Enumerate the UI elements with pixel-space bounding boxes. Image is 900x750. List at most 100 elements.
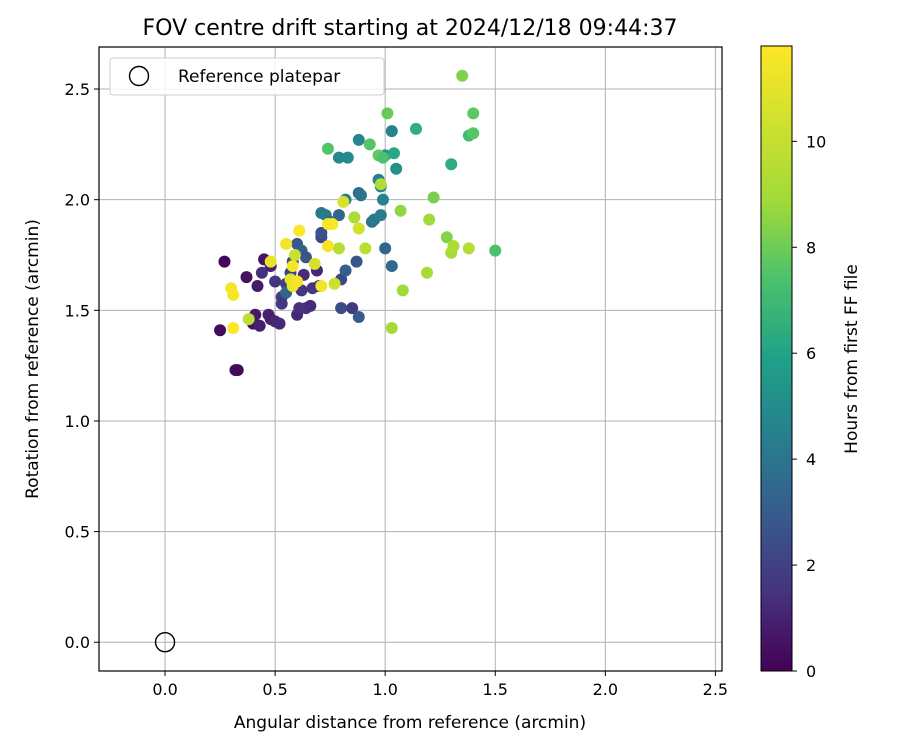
- data-point: [348, 211, 361, 224]
- data-point: [350, 255, 363, 268]
- y-tick-label: 0.5: [65, 523, 90, 542]
- y-axis-label: Rotation from reference (arcmin): [23, 219, 43, 499]
- data-point: [286, 260, 299, 273]
- chart-title: FOV centre drift starting at 2024/12/18 …: [143, 16, 678, 41]
- data-point: [379, 242, 392, 255]
- data-point: [394, 204, 407, 217]
- data-point: [376, 151, 389, 164]
- data-point: [352, 222, 365, 235]
- colorbar-tick-label: 8: [806, 238, 816, 257]
- data-point: [346, 302, 359, 315]
- x-tick-label: 1.0: [372, 680, 397, 699]
- legend-marker-open-circle: [128, 65, 150, 87]
- data-point: [293, 224, 306, 237]
- x-axis-label: Angular distance from reference (arcmin): [234, 713, 586, 733]
- data-point: [321, 142, 334, 155]
- data-point: [337, 195, 350, 208]
- data-point: [332, 209, 345, 222]
- data-point: [308, 257, 321, 270]
- data-point: [218, 255, 231, 268]
- reference-platepar-marker: [154, 632, 176, 653]
- legend-label: Reference platepar: [178, 67, 340, 87]
- colorbar-tick-label: 10: [806, 132, 826, 151]
- colorbar-tick-label: 2: [806, 556, 816, 575]
- plot-frame: [98, 46, 723, 672]
- y-tick-label: 2.0: [65, 191, 90, 210]
- colorbar-tick-label: 0: [806, 662, 816, 681]
- data-point: [280, 237, 293, 250]
- data-point: [447, 240, 460, 253]
- data-point: [229, 364, 242, 377]
- data-point: [381, 107, 394, 120]
- data-point: [315, 279, 328, 292]
- x-tick-label: 0.5: [262, 680, 287, 699]
- data-point: [440, 231, 453, 244]
- data-point: [227, 288, 240, 301]
- y-tick-label: 0.0: [65, 633, 90, 652]
- data-point: [385, 260, 398, 273]
- data-point: [390, 162, 403, 175]
- data-point: [251, 279, 264, 292]
- data-point: [332, 242, 345, 255]
- data-point: [269, 275, 282, 288]
- data-point: [273, 317, 286, 330]
- colorbar-ticks: 0 2 4 6 8 10: [792, 132, 826, 681]
- data-point: [227, 322, 240, 335]
- data-point: [410, 122, 423, 135]
- data-point: [335, 302, 348, 315]
- data-point: [359, 242, 372, 255]
- data-point: [352, 133, 365, 146]
- data-point: [321, 240, 334, 253]
- data-point: [264, 255, 277, 268]
- x-tick-label: 2.5: [703, 680, 728, 699]
- data-point: [253, 319, 266, 332]
- colorbar: [760, 45, 793, 672]
- data-point: [352, 310, 365, 323]
- x-tick-label: 2.0: [593, 680, 618, 699]
- legend-box: [109, 57, 385, 96]
- data-point: [385, 322, 398, 335]
- data-point: [374, 178, 387, 191]
- data-point: [328, 277, 341, 290]
- data-point: [240, 271, 253, 284]
- data-point: [315, 226, 328, 239]
- data-point: [423, 213, 436, 226]
- data-point: [421, 266, 434, 279]
- data-point: [462, 242, 475, 255]
- data-point: [214, 324, 227, 337]
- y-tick-label: 1.5: [65, 301, 90, 320]
- data-point: [467, 127, 480, 140]
- y-tick-label: 1.0: [65, 412, 90, 431]
- data-point: [374, 209, 387, 222]
- data-point: [255, 266, 268, 279]
- legend: Reference platepar: [109, 57, 385, 96]
- data-point: [385, 125, 398, 138]
- data-point: [396, 284, 409, 297]
- data-points: [154, 69, 502, 653]
- data-point: [341, 151, 354, 164]
- data-point: [354, 189, 367, 202]
- data-point: [387, 147, 400, 160]
- y-axis-ticks: 0.0 0.5 1.0 1.5 2.0 2.5: [65, 80, 99, 652]
- x-axis-ticks: 0.0 0.5 1.0 1.5 2.0 2.5: [152, 671, 728, 699]
- data-point: [242, 313, 255, 326]
- data-point: [326, 218, 339, 231]
- data-point: [456, 69, 469, 82]
- data-point: [288, 249, 301, 261]
- data-point: [339, 264, 352, 277]
- data-point: [445, 158, 458, 171]
- data-point: [489, 244, 502, 257]
- data-point: [304, 299, 317, 312]
- colorbar-label: Hours from first FF file: [842, 264, 862, 454]
- data-point: [363, 138, 376, 151]
- data-point: [332, 151, 345, 164]
- x-tick-label: 1.5: [483, 680, 508, 699]
- data-point: [427, 191, 440, 204]
- data-point: [299, 251, 312, 264]
- colorbar-tick-label: 6: [806, 344, 816, 363]
- data-point: [467, 107, 480, 120]
- data-point: [291, 275, 304, 288]
- colorbar-tick-label: 4: [806, 450, 816, 469]
